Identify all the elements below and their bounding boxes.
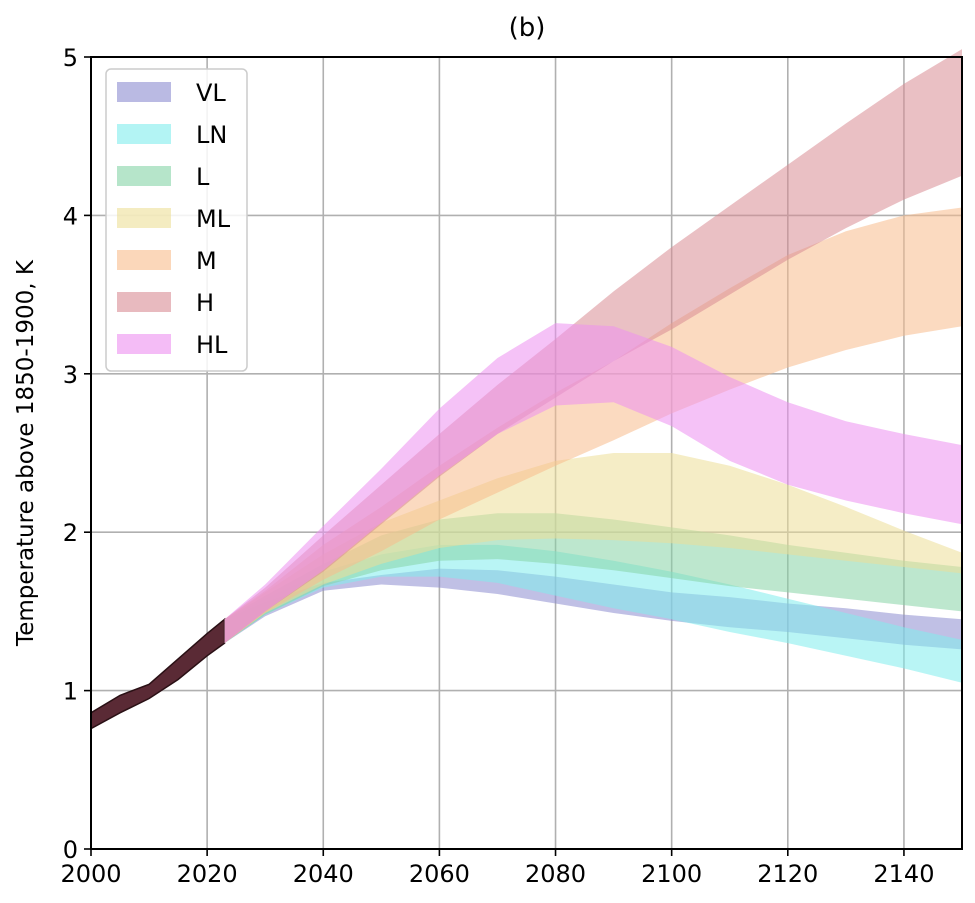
series-bands	[90, 49, 963, 730]
x-tick-label: 2100	[641, 860, 702, 888]
x-tick-label: 2000	[60, 860, 121, 888]
y-tick-label: 1	[63, 678, 78, 706]
legend-label-m: M	[196, 247, 217, 275]
legend-swatch-ln	[117, 124, 171, 144]
x-tick-label: 2080	[525, 860, 586, 888]
x-tick-label: 2140	[873, 860, 934, 888]
legend-swatch-vl	[117, 82, 171, 102]
legend-swatch-ml	[117, 208, 171, 228]
legend-label-h: H	[196, 289, 214, 317]
plot-frame	[90, 56, 963, 850]
y-tick-label: 3	[63, 361, 78, 389]
legend-swatch-hl	[117, 334, 171, 354]
legend-swatch-l	[117, 166, 171, 186]
legend-swatch-h	[117, 292, 171, 312]
legend-label-ln: LN	[196, 121, 227, 149]
legend-label-l: L	[196, 163, 210, 191]
legend: VL LN L ML MH HL	[105, 68, 248, 372]
y-tick-label: 2	[63, 519, 78, 547]
band-ml	[224, 453, 963, 644]
x-tick-label: 2020	[177, 860, 238, 888]
y-axis-ticks: 0 1 2 3 4 5	[63, 44, 91, 864]
x-tick-label: 2060	[409, 860, 470, 888]
legend-label-ml: ML	[196, 205, 231, 233]
y-tick-label: 5	[63, 44, 78, 72]
y-tick-label: 4	[63, 202, 78, 230]
legend-swatch-m	[117, 250, 171, 270]
legend-label-vl: VL	[196, 79, 226, 107]
historical-band	[90, 617, 226, 730]
chart-title: (b)	[509, 13, 546, 43]
band-ln	[224, 544, 963, 683]
plot-border	[90, 56, 963, 850]
y-axis-label: Temperature above 1850-1900, K	[13, 259, 39, 647]
x-tick-label: 2040	[293, 860, 354, 888]
x-tick-label: 2120	[757, 860, 818, 888]
x-axis-ticks: 2000 2020 2040 2060 2080 2100 2120 2140	[60, 849, 934, 888]
band-m	[224, 207, 963, 644]
band-hl	[224, 323, 963, 644]
y-tick-label: 0	[63, 836, 78, 864]
legend-label-hl: HL	[196, 331, 228, 359]
